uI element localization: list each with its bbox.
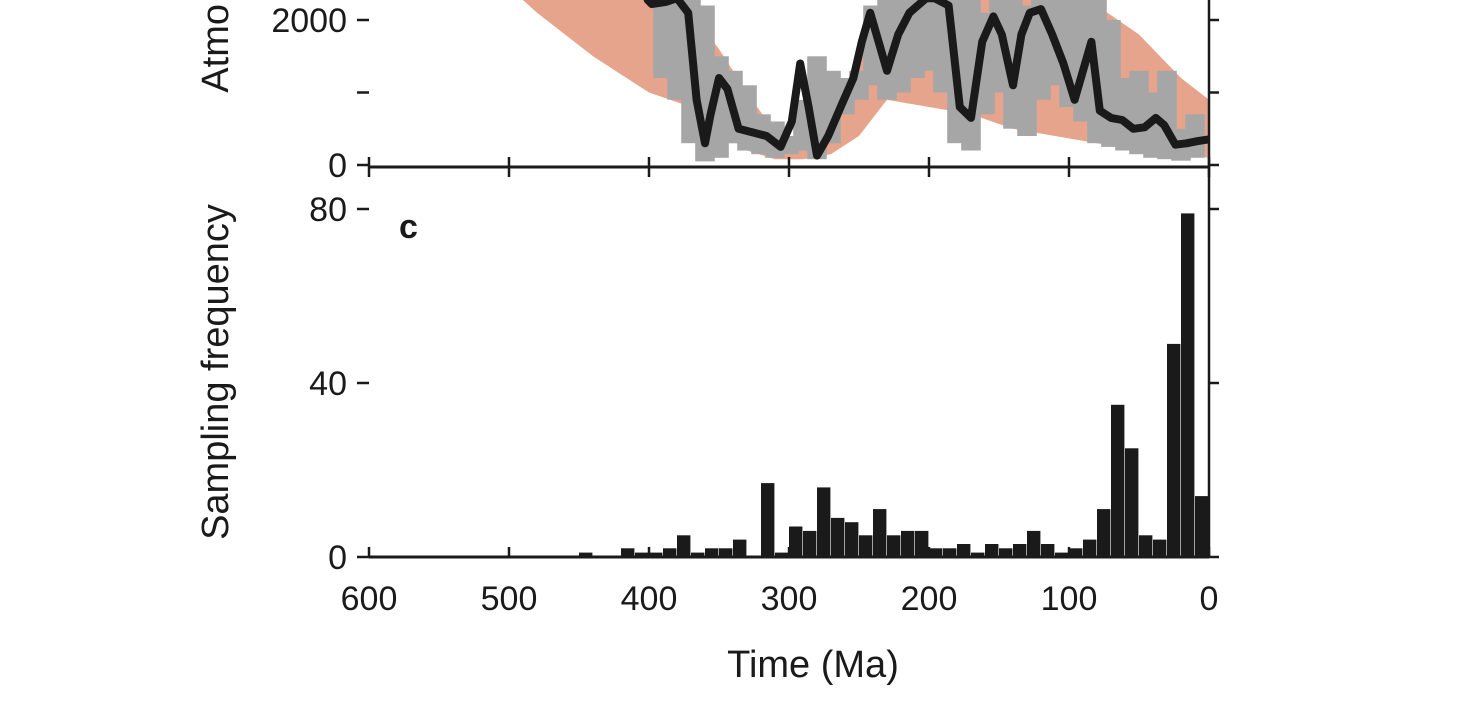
sampling-y-tick-label: 40	[309, 365, 347, 403]
x-tick-label: 0	[1200, 580, 1219, 618]
sampling-bar	[705, 548, 719, 557]
sampling-bar	[817, 487, 831, 557]
sampling-bar	[1055, 552, 1069, 557]
x-tick-label: 500	[481, 580, 538, 618]
co2-series-line	[643, 0, 1209, 160]
panel-letter-c: c	[399, 208, 418, 246]
sampling-bar	[719, 548, 733, 557]
sampling-bar	[873, 509, 887, 557]
sampling-bar	[677, 535, 691, 558]
sampling-bar	[649, 552, 663, 557]
co2-y-axis-title: Atmo	[195, 4, 237, 93]
co2-y-tick-label: 0	[328, 147, 347, 185]
x-tick-label: 100	[1041, 580, 1098, 618]
sampling-bar	[859, 535, 873, 558]
sampling-bar	[1125, 448, 1139, 558]
sampling-bar	[761, 483, 775, 557]
sampling-panel: 0 40 80 600 500 400 300 200 100 0 c Sampling freq…	[195, 167, 1219, 686]
co2-y-tick-label: 2000	[271, 2, 347, 40]
x-tick-label: 400	[621, 580, 678, 618]
sampling-bar	[621, 548, 635, 557]
sampling-bar	[635, 552, 649, 557]
sampling-bars	[579, 213, 1209, 558]
sampling-bar	[579, 552, 593, 557]
co2-panel: 0 2000 Atmo	[195, 0, 1219, 185]
sampling-bar	[957, 544, 971, 557]
sampling-bar	[971, 552, 985, 557]
sampling-bar	[1139, 535, 1153, 558]
sampling-bar	[1111, 404, 1125, 558]
x-tick-label: 300	[761, 580, 818, 618]
x-tick-label: 600	[341, 580, 398, 618]
sampling-y-tick-label: 80	[309, 191, 347, 229]
sampling-bar	[733, 539, 747, 557]
sampling-bar	[775, 552, 789, 557]
sampling-bar	[1167, 343, 1181, 557]
sampling-bar	[929, 548, 943, 557]
sampling-y-axis-title: Sampling frequency	[195, 204, 237, 540]
sampling-bar	[943, 548, 957, 557]
sampling-axes: 0 40 80 600 500 400 300 200 100 0	[309, 167, 1219, 618]
sampling-bar	[915, 530, 929, 557]
sampling-bar	[901, 530, 915, 557]
sampling-bar	[845, 522, 859, 557]
sampling-bar	[803, 530, 817, 557]
sampling-bar	[1013, 544, 1027, 557]
sampling-bar	[663, 548, 677, 557]
sampling-y-tick-label: 0	[328, 539, 347, 577]
sampling-bar	[831, 517, 845, 557]
sampling-bar	[1041, 544, 1055, 557]
sampling-bar	[999, 548, 1013, 557]
sampling-bar	[1027, 530, 1041, 557]
uncertainty-bar	[1185, 114, 1205, 158]
sampling-bar	[1181, 213, 1195, 557]
sampling-bar	[789, 526, 803, 557]
sampling-bar	[691, 552, 705, 557]
x-tick-label: 200	[901, 580, 958, 618]
sampling-bar	[887, 535, 901, 558]
time-x-axis-title: Time (Ma)	[727, 644, 899, 686]
sampling-bar	[985, 544, 999, 557]
sampling-bar	[1195, 496, 1209, 557]
sampling-bar	[1153, 539, 1167, 557]
sampling-bar	[1069, 548, 1083, 557]
sampling-bar	[1097, 509, 1111, 557]
sampling-bar	[1083, 539, 1097, 557]
